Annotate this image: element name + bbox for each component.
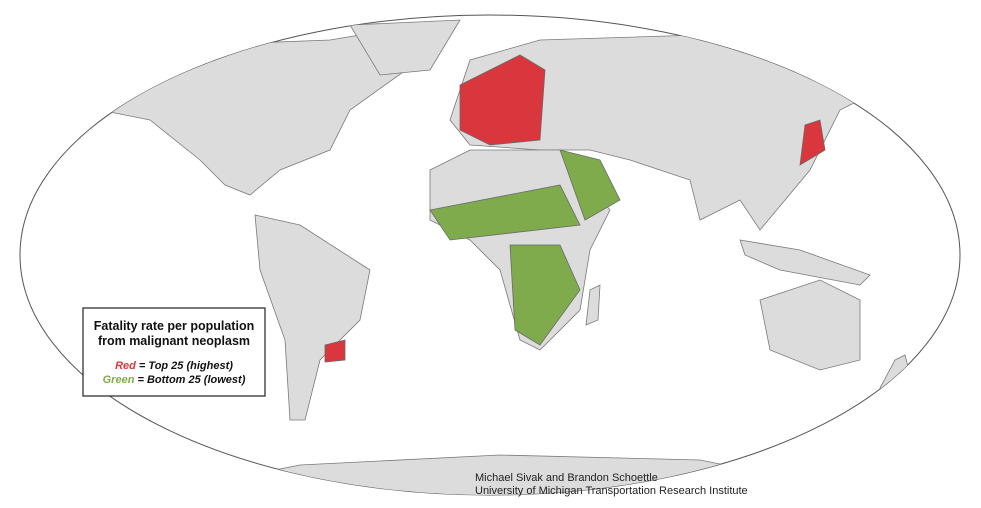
credit-institute: University of Michigan Transportation Re… (475, 485, 748, 497)
sahel-bottom25 (429, 184, 581, 241)
legend-title: Fatality rate per population (94, 319, 254, 333)
legend-text: = Top 25 (highest) (136, 360, 233, 372)
japan-top25 (799, 119, 826, 166)
southeast-asia (739, 239, 871, 286)
legend: Fatality rate per population from malign… (82, 307, 266, 397)
madagascar (585, 284, 601, 326)
australia (759, 279, 861, 371)
land-masses (94, 19, 911, 495)
legend-text: = Bottom 25 (lowest) (134, 374, 245, 386)
greenland (349, 19, 461, 76)
south-america (254, 214, 371, 421)
uruguay-top25 (324, 339, 346, 363)
legend-title: from malignant neoplasm (98, 334, 250, 348)
legend-item: Red = Top 25 (highest) (115, 360, 233, 372)
southern-africa-bottom25 (509, 244, 581, 346)
eurasia (449, 34, 901, 231)
arabia-bottom25 (559, 149, 621, 221)
legend-color-word: Red (115, 360, 136, 372)
legend-box (82, 307, 266, 397)
legend-color-word: Green (103, 374, 135, 386)
legend-item: Green = Bottom 25 (lowest) (103, 374, 246, 386)
europe-top25 (459, 54, 546, 146)
credit-authors: Michael Sivak and Brandon Schoettle (475, 472, 658, 484)
